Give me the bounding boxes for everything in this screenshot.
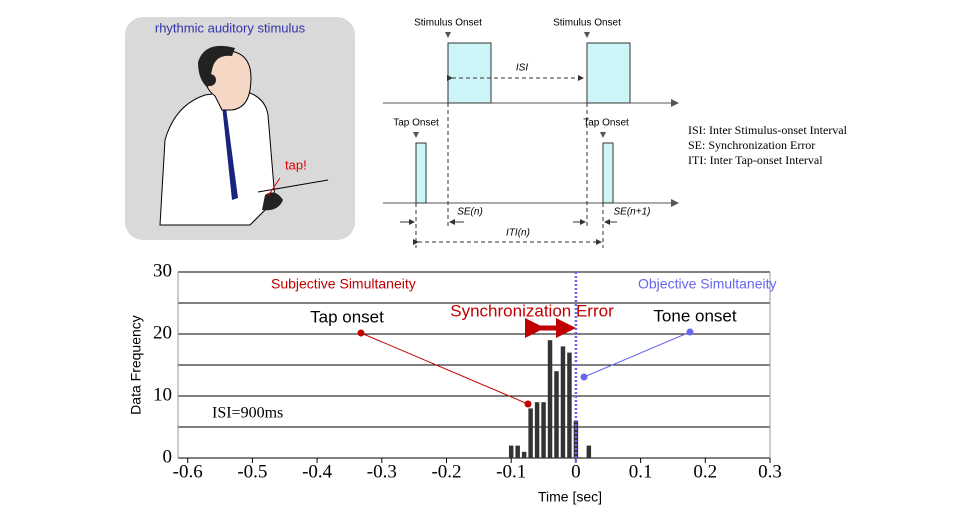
se-label: SE(n): [457, 207, 483, 218]
bar: [586, 445, 592, 458]
headphone: [204, 74, 216, 86]
tone-pointer: [583, 331, 691, 378]
bar: [547, 340, 553, 458]
isi-label: ISI: [516, 63, 528, 74]
stimulus-label: Stimulus Onset: [553, 18, 621, 29]
bar: [573, 420, 579, 458]
x-tick-label: -0.1: [496, 461, 526, 482]
tone-dot: [580, 373, 588, 381]
tap-pointer: [267, 177, 281, 197]
y-tick-label: 10: [153, 384, 172, 405]
onset-markers: [413, 32, 606, 138]
tap-onset-label: Tap Onset: [393, 118, 439, 129]
bar: [521, 451, 527, 458]
bar: [554, 371, 559, 458]
stimulus-box: [447, 42, 492, 104]
y-tick-label: 0: [163, 446, 173, 467]
bar: [528, 408, 533, 458]
y-tick-label: 20: [153, 322, 172, 343]
bar: [560, 346, 566, 458]
legend-line: ISI: Inter Stimulus-onset Interval: [688, 123, 848, 137]
x-tick-label: 0.1: [629, 461, 653, 482]
stimulus-box: [586, 42, 631, 104]
illustration-caption: rhythmic auditory stimulus: [155, 20, 306, 35]
x-tick-label: -0.2: [431, 461, 461, 482]
bar: [567, 352, 572, 458]
tone-onset-label: Tone onset: [653, 306, 736, 325]
x-tick-label: 0.2: [693, 461, 717, 482]
stimulus-label: Stimulus Onset: [414, 18, 482, 29]
x-tick-label: 0.3: [758, 461, 782, 482]
x-tick-label: -0.5: [237, 461, 267, 482]
illustration: rhythmic auditory stimulus tap!: [125, 17, 355, 240]
legend-line: ITI: Inter Tap-onset Interval: [688, 153, 823, 167]
desk: [257, 179, 329, 193]
subjective-label: Subjective Simultaneity: [271, 276, 416, 292]
x-tick-label: 0: [571, 461, 581, 482]
hand: [262, 192, 283, 211]
bar: [508, 445, 514, 458]
sync-error-label: Synchronization Error: [450, 301, 614, 320]
se-label: SE(n+1): [614, 207, 651, 218]
isi-annotation: ISI=900ms: [212, 405, 283, 422]
x-tick-label: -0.6: [173, 461, 203, 482]
x-tick-label: -0.3: [367, 461, 397, 482]
objective-label: Objective Simultaneity: [638, 276, 777, 292]
tap-pointer: [360, 332, 529, 405]
bar: [534, 402, 540, 458]
tap-box: [415, 142, 427, 204]
timing-labels: Stimulus Onset Stimulus Onset Tap Onset …: [393, 18, 847, 239]
tap-onset-label: Tap onset: [310, 307, 384, 326]
tap-dot: [357, 329, 365, 337]
x-tick-label: -0.4: [302, 461, 333, 482]
y-tick-label: 30: [153, 260, 172, 281]
histogram: 0.3 0.2 0.1 0 -0.1 -0.2 -0.3 -0.4 -0.5 -0.6 30 20 10…: [128, 260, 782, 504]
x-axis-label: Time [sec]: [538, 489, 602, 505]
tie: [222, 100, 238, 200]
timing-diagram: [383, 32, 679, 248]
iti-label: ITI(n): [506, 228, 530, 239]
tap-box: [602, 142, 614, 204]
bar: [541, 402, 546, 458]
bar: [515, 445, 520, 458]
y-axis-label: Data Frequency: [128, 315, 144, 415]
tone-dot: [686, 328, 694, 336]
tap-onset-label: Tap Onset: [583, 118, 629, 129]
legend-line: SE: Synchronization Error: [688, 138, 815, 152]
tap-dot: [524, 400, 532, 408]
tap-label: tap!: [285, 157, 307, 172]
